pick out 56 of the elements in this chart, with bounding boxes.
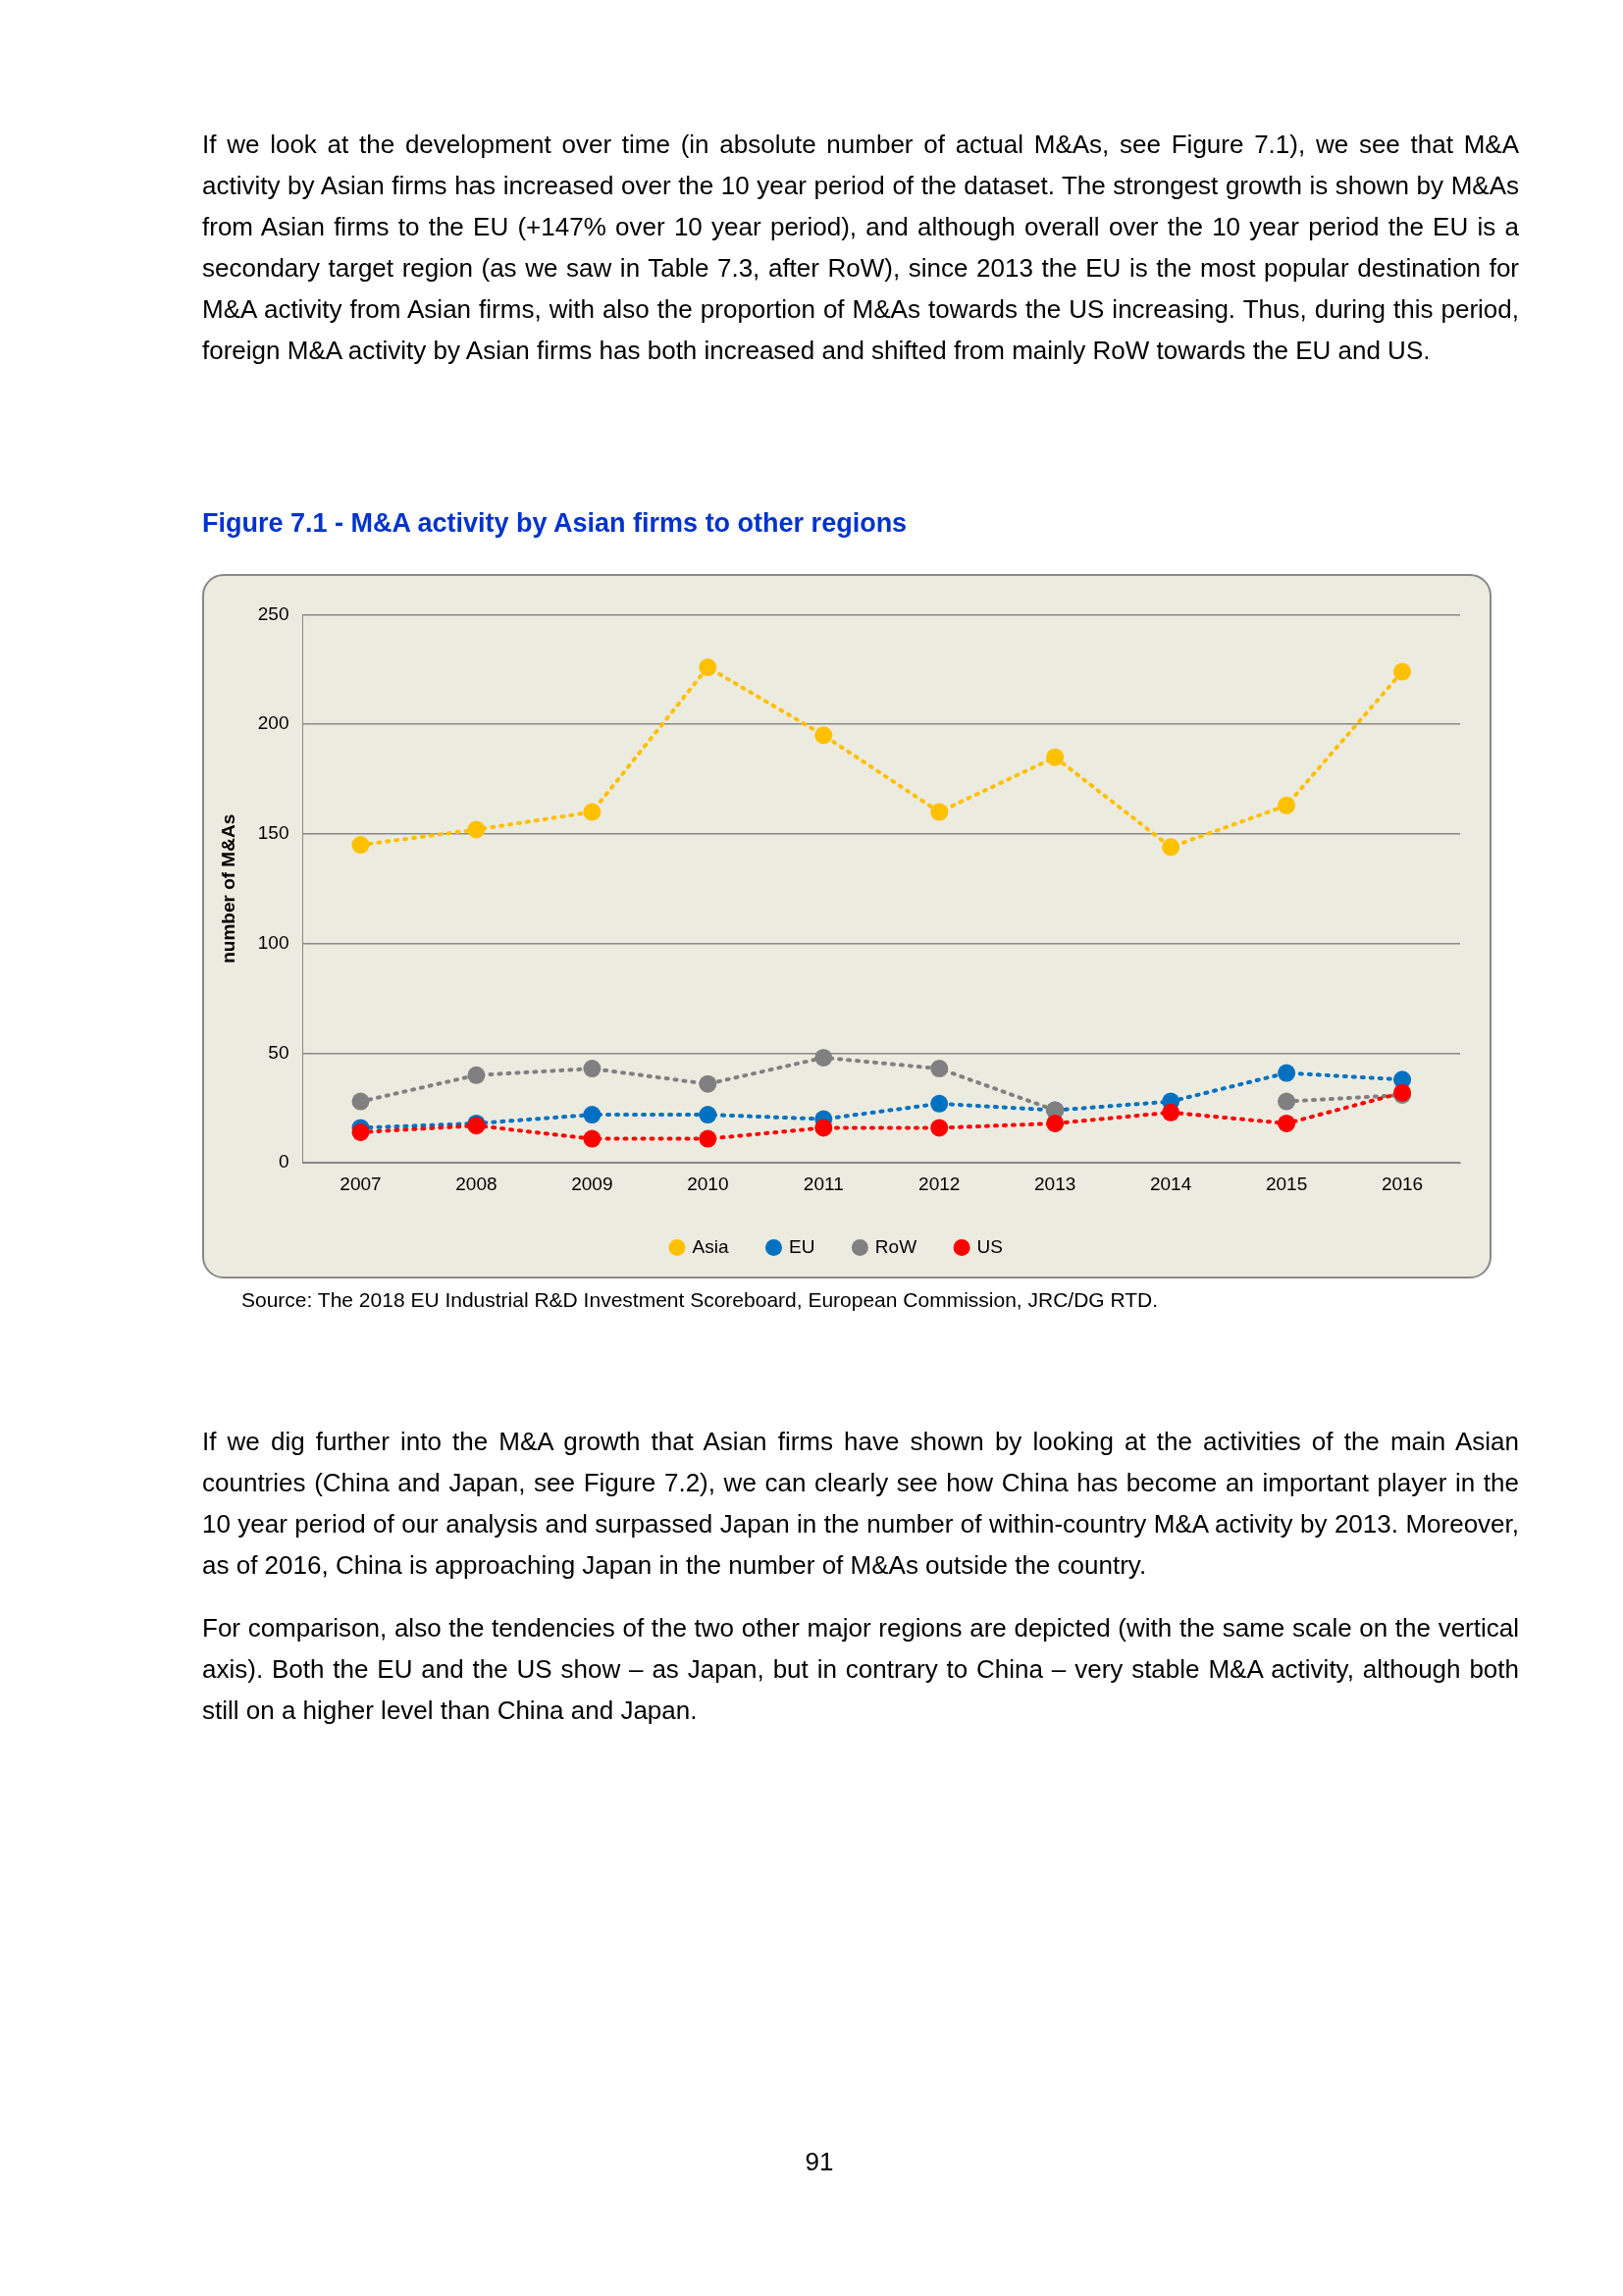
- x-tick-label: 2011: [803, 1173, 844, 1194]
- point: [930, 1119, 949, 1137]
- point: [930, 803, 949, 821]
- point: [467, 820, 486, 839]
- point: [814, 1119, 833, 1137]
- point: [930, 1060, 949, 1078]
- point: [930, 1094, 949, 1113]
- y-tick-label: 50: [268, 1041, 289, 1063]
- point: [699, 1106, 717, 1124]
- point: [583, 1106, 602, 1124]
- y-tick-label: 150: [257, 822, 289, 844]
- x-tick-label: 2013: [1034, 1173, 1076, 1194]
- point: [699, 1074, 717, 1093]
- point: [1278, 796, 1296, 814]
- point: [699, 658, 717, 677]
- x-tick-label: 2016: [1381, 1173, 1424, 1194]
- text: 91: [804, 2147, 835, 2177]
- point: [1393, 662, 1412, 681]
- x-tick-label: 2010: [687, 1173, 729, 1194]
- text: If we dig further into the M&A growth that Asian firms have shown by looking at the activities of the main Asian countries (China and Japan, see Figure 7.2), we can clearly see how China has become an important player in the 10 year period of our analysis and surpassed Japan in the number of within-country M&A activity by 2013. Moreover, as of 2016, China is approaching Japan in the number of M&As outside the country.: [202, 1426, 1519, 1582]
- point: [814, 1048, 833, 1067]
- point: [351, 1122, 370, 1141]
- point: [351, 836, 370, 855]
- point: [699, 1129, 717, 1148]
- x-tick-label: 2007: [340, 1173, 382, 1194]
- chart-title: Figure 7.1 - M&A activity by Asian firms to other regions: [202, 508, 909, 539]
- x-tick-label: 2012: [918, 1173, 961, 1194]
- y-tick-label: 0: [278, 1151, 289, 1173]
- y-tick-label: 250: [257, 602, 289, 624]
- legend-label: RoW: [874, 1235, 917, 1257]
- text: For comparison, also the tendencies of the two other major regions are depicted (with the same scale on the vertical axis). Both the EU and the US show – as Japan, but in contrary to China – very stable M&A activity, although both still on a higher level than China and Japan.: [202, 1612, 1519, 1727]
- y-tick-label: 100: [257, 931, 289, 953]
- point: [583, 1129, 602, 1148]
- point: [1162, 1103, 1180, 1122]
- x-tick-label: 2009: [571, 1173, 613, 1194]
- y-tick-label: 200: [257, 712, 289, 734]
- point: [583, 803, 602, 821]
- point: [1278, 1092, 1296, 1111]
- text: If we look at the development over time (in absolute number of actual M&As, see Figure 7.1), we see that M&A activity by Asian firms has increased over the 10 year period of the dataset. The strongest growth is shown by M&As from Asian firms to the EU (+147% over 10 year period), and although overall over the 10 year period the EU is a secondary target region (as we saw in Table 7.3, after RoW), since 2013 the EU is the most popular destination for M&A activity from Asian firms, with also the proportion of M&As towards the US increasing. Thus, during this period, foreign M&A activity by Asian firms has both increased and shifted from mainly RoW towards the EU and US.: [202, 129, 1519, 367]
- point: [467, 1066, 486, 1084]
- x-tick-label: 2008: [455, 1173, 497, 1194]
- point: [1046, 748, 1065, 766]
- legend-label: Asia: [692, 1235, 729, 1257]
- point: [814, 726, 833, 745]
- point: [583, 1060, 602, 1078]
- y-axis-title: number of M&As: [217, 813, 238, 964]
- point: [1162, 838, 1180, 857]
- point: [1278, 1114, 1296, 1132]
- source-note: Source: The 2018 EU Industrial R&D Investment Scoreboard, European Commission, JRC/DG RTD.: [241, 1288, 1160, 1312]
- x-tick-label: 2015: [1265, 1173, 1308, 1194]
- point: [1046, 1114, 1065, 1132]
- legend-label: EU: [788, 1235, 815, 1257]
- point: [351, 1092, 370, 1111]
- legend-label: US: [976, 1235, 1003, 1257]
- point: [1278, 1064, 1296, 1082]
- x-tick-label: 2014: [1149, 1173, 1192, 1194]
